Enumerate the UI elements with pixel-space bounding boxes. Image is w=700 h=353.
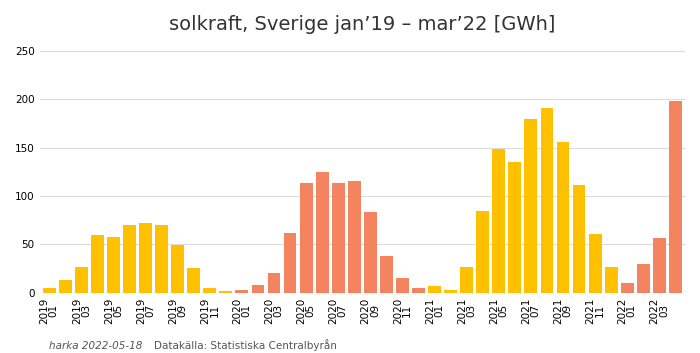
Bar (251, 285, 265, 293)
Bar (123, 225, 136, 293)
Bar (107, 237, 120, 293)
Bar (235, 290, 248, 293)
Bar (460, 267, 473, 293)
Bar (396, 278, 409, 293)
Bar (508, 162, 522, 293)
Bar (267, 273, 281, 293)
Bar (540, 108, 554, 293)
Bar (444, 290, 457, 293)
Bar (412, 288, 425, 293)
Text: harka 2022-05-18: harka 2022-05-18 (49, 341, 142, 352)
Bar (139, 223, 152, 293)
Bar (669, 101, 682, 293)
Bar (155, 225, 168, 293)
Bar (605, 267, 617, 293)
Bar (91, 235, 104, 293)
Bar (573, 185, 585, 293)
Bar (492, 149, 505, 293)
Bar (364, 213, 377, 293)
Bar (300, 183, 312, 293)
Bar (524, 119, 538, 293)
Bar (476, 211, 489, 293)
Bar (219, 291, 232, 293)
Bar (43, 288, 56, 293)
Bar (428, 286, 441, 293)
Bar (556, 142, 569, 293)
Bar (589, 234, 601, 293)
Title: solkraft, Sverige jan’19 – mar’22 [GWh]: solkraft, Sverige jan’19 – mar’22 [GWh] (169, 15, 556, 34)
Bar (59, 280, 71, 293)
Bar (75, 267, 88, 293)
Text: Datakälla: Statistiska Centralbyrån: Datakälla: Statistiska Centralbyrån (154, 340, 337, 352)
Bar (348, 181, 360, 293)
Bar (188, 269, 200, 293)
Bar (316, 172, 328, 293)
Bar (653, 238, 666, 293)
Bar (637, 264, 650, 293)
Bar (380, 256, 393, 293)
Bar (204, 288, 216, 293)
Bar (284, 233, 297, 293)
Bar (621, 283, 634, 293)
Bar (332, 183, 344, 293)
Bar (172, 245, 184, 293)
